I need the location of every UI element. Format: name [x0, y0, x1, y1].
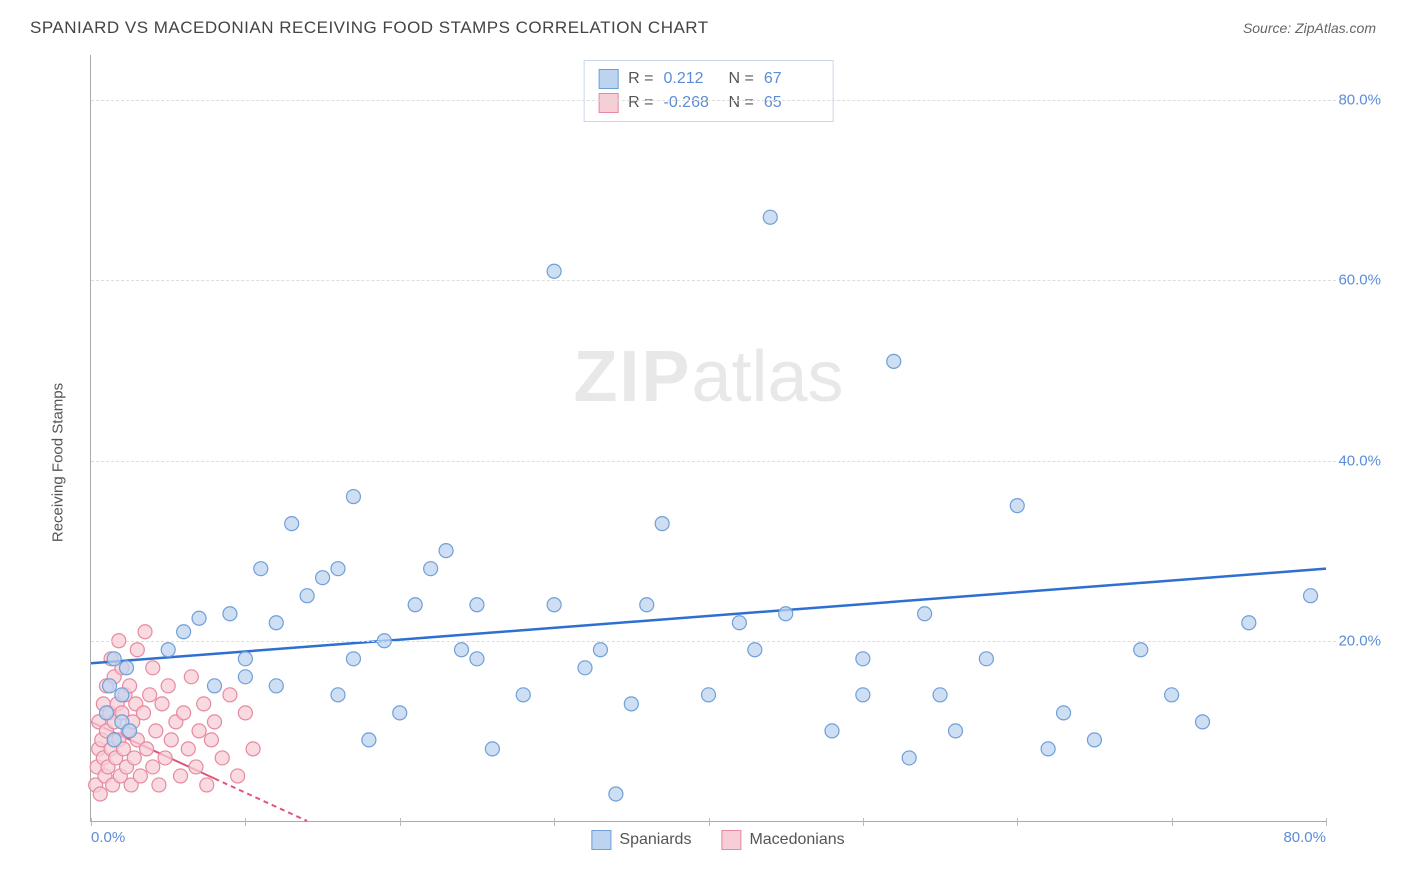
r-label: R =: [628, 70, 653, 88]
x-tick: [863, 818, 864, 826]
stats-legend: R = 0.212 N = 67 R = -0.268 N = 65: [583, 60, 834, 122]
x-tick: [1017, 818, 1018, 826]
x-tick: [1326, 818, 1327, 826]
x-tick: [1172, 818, 1173, 826]
chart-title: SPANIARD VS MACEDONIAN RECEIVING FOOD ST…: [30, 18, 709, 38]
legend-label: Macedonians: [749, 831, 844, 849]
legend-item: Macedonians: [721, 830, 844, 850]
legend-label: Spaniards: [619, 831, 691, 849]
gridline: [91, 100, 1336, 101]
y-tick-label: 40.0%: [1338, 452, 1381, 469]
legend-swatch: [721, 830, 741, 850]
y-tick-label: 20.0%: [1338, 632, 1381, 649]
x-tick-label: 80.0%: [1283, 829, 1326, 846]
plot-area: ZIPatlas R =0.212N =67R =-0.268N =65 20.…: [90, 55, 1326, 822]
x-tick: [245, 818, 246, 826]
legend-swatch: [598, 69, 618, 89]
legend-swatch: [598, 93, 618, 113]
n-value: 67: [764, 70, 819, 88]
r-value: 0.212: [664, 70, 719, 88]
y-axis-label: Receiving Food Stamps: [50, 382, 67, 541]
n-label: N =: [729, 70, 754, 88]
gridline: [91, 461, 1336, 462]
x-tick: [91, 818, 92, 826]
stats-legend-row: R = -0.268 N = 65: [598, 91, 819, 115]
x-tick: [400, 818, 401, 826]
gridline: [91, 280, 1336, 281]
header: SPANIARD VS MACEDONIAN RECEIVING FOOD ST…: [0, 0, 1406, 48]
n-value: 65: [764, 94, 819, 112]
r-label: R =: [628, 94, 653, 112]
source-label: Source: ZipAtlas.com: [1243, 20, 1376, 36]
stats-legend-row: R = 0.212 N = 67: [598, 67, 819, 91]
series-legend: Spaniards Macedonians: [591, 830, 844, 850]
legend-item: Spaniards: [591, 830, 691, 850]
chart-container: Receiving Food Stamps ZIPatlas R =0.212N…: [50, 55, 1386, 852]
gridline: [91, 641, 1336, 642]
n-label: N =: [729, 94, 754, 112]
x-tick: [709, 818, 710, 826]
x-tick: [554, 818, 555, 826]
r-value: -0.268: [664, 94, 719, 112]
y-tick-label: 60.0%: [1338, 272, 1381, 289]
y-tick-label: 80.0%: [1338, 92, 1381, 109]
x-tick-label: 0.0%: [91, 829, 125, 846]
legend-swatch: [591, 830, 611, 850]
